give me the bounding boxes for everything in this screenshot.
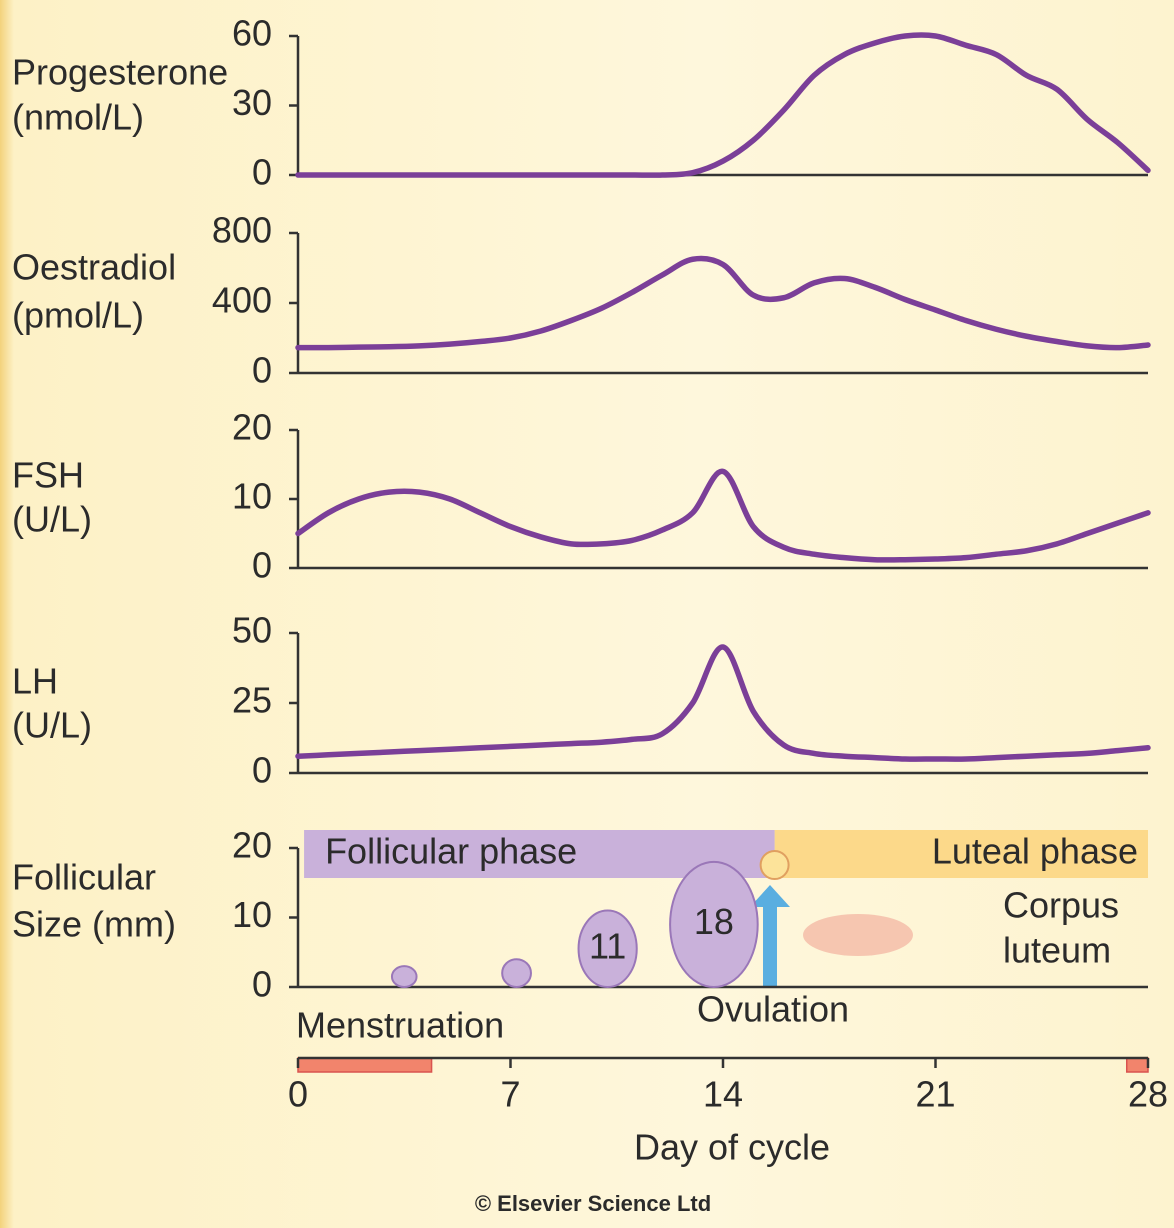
line [295, 32, 1151, 178]
y-tick-label: 0 [252, 152, 272, 193]
phase-bar [774, 830, 1148, 878]
y-axis-title: (U/L) [12, 705, 92, 746]
y-axis-title: Size (mm) [12, 904, 176, 945]
ovulation-label: Ovulation [697, 989, 849, 1030]
y-axis-title: (U/L) [12, 499, 92, 540]
menstruation-bar [1126, 1057, 1149, 1073]
credit: © Elsevier Science Ltd [475, 1191, 711, 1216]
follicle-label: 11 [589, 925, 626, 966]
corpus-luteum-label: luteum [1003, 930, 1111, 971]
y-tick-label: 25 [232, 680, 272, 721]
line [295, 468, 1151, 563]
y-tick-label: 0 [252, 964, 272, 1005]
ovulation-arrow-shaft [763, 905, 777, 987]
phase-label: Follicular phase [325, 831, 577, 872]
y-tick-label: 0 [252, 545, 272, 586]
y-axis-title: Follicular [12, 857, 156, 898]
y-axis-title: FSH [12, 455, 84, 496]
x-tick-label: 7 [500, 1074, 520, 1115]
y-tick-label: 0 [252, 750, 272, 791]
follicle [669, 860, 759, 989]
phase-label: Luteal phase [932, 831, 1138, 872]
x-axis-title: Day of cycle [634, 1127, 830, 1168]
follicle-label: 18 [694, 901, 734, 942]
ovulation-arrow-head [750, 885, 790, 907]
y-tick-label: 20 [232, 407, 272, 448]
follicle [501, 958, 532, 988]
ovum [759, 850, 790, 880]
y-axis-title: LH [12, 661, 58, 702]
y-tick-label: 0 [252, 350, 272, 391]
y-axis-title: Progesterone [12, 52, 228, 93]
y-axis-title: (nmol/L) [12, 97, 144, 138]
follicle [390, 965, 418, 989]
y-tick-label: 400 [212, 280, 272, 321]
y-axis-title: Oestradiol [12, 247, 176, 288]
menstruation-bar [297, 1057, 433, 1073]
x-tick-label: 14 [703, 1074, 743, 1115]
x-tick-label: 21 [915, 1074, 955, 1115]
y-tick-label: 10 [232, 476, 272, 517]
y-tick-label: 60 [232, 13, 272, 54]
corpus-luteum-label: Corpus [1003, 885, 1119, 926]
y-tick-label: 800 [212, 210, 272, 251]
menstruation-label: Menstruation [296, 1005, 504, 1046]
line [295, 255, 1151, 351]
y-axis-title: (pmol/L) [12, 295, 144, 336]
line [295, 644, 1151, 762]
x-tick-label: 28 [1128, 1074, 1168, 1115]
x-tick-label: 0 [288, 1074, 308, 1115]
follicle [577, 909, 638, 989]
y-tick-label: 30 [232, 82, 272, 123]
y-tick-label: 50 [232, 610, 272, 651]
corpus-luteum-shape [803, 914, 913, 956]
y-tick-label: 20 [232, 825, 272, 866]
y-tick-label: 10 [232, 894, 272, 935]
